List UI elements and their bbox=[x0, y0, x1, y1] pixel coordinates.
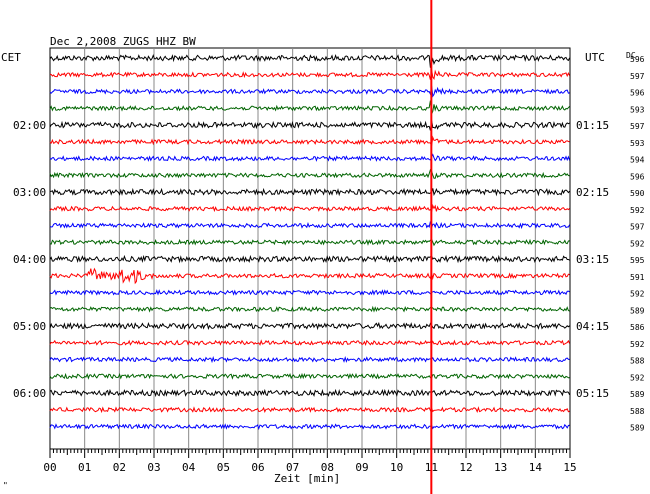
dc-value: 596 bbox=[630, 172, 645, 181]
dc-value: 592 bbox=[630, 239, 645, 248]
trace-row-16 bbox=[49, 321, 570, 331]
trace-row-19 bbox=[49, 372, 570, 380]
dc-value: 588 bbox=[630, 407, 645, 416]
dc-value: 593 bbox=[630, 105, 645, 114]
trace-row-12 bbox=[49, 254, 570, 264]
x-tick-label: 10 bbox=[390, 461, 403, 474]
trace-row-1 bbox=[49, 69, 571, 80]
x-tick-label: 02 bbox=[113, 461, 126, 474]
dc-value: 591 bbox=[630, 273, 645, 282]
x-tick-label: 13 bbox=[494, 461, 507, 474]
dc-value: 594 bbox=[630, 156, 645, 165]
trace-row-15 bbox=[49, 305, 570, 313]
trace-row-10 bbox=[49, 221, 571, 230]
dc-value: 586 bbox=[630, 323, 645, 332]
trace-row-20 bbox=[49, 388, 571, 398]
x-tick-label: 14 bbox=[529, 461, 543, 474]
x-tick-label: 00 bbox=[43, 461, 56, 474]
left-time-label: 05:00 bbox=[13, 320, 46, 333]
x-tick-label: 08 bbox=[321, 461, 334, 474]
x-tick-label: 05 bbox=[217, 461, 230, 474]
right-time-label: 02:15 bbox=[576, 186, 609, 199]
trace-row-6 bbox=[49, 153, 571, 162]
dc-value: 593 bbox=[630, 139, 645, 148]
left-time-label: 02:00 bbox=[13, 119, 46, 132]
right-time-label: 04:15 bbox=[576, 320, 609, 333]
right-time-label: 05:15 bbox=[576, 387, 609, 400]
x-tick-label: 07 bbox=[286, 461, 299, 474]
x-tick-label: 03 bbox=[147, 461, 160, 474]
trace-row-13 bbox=[49, 267, 570, 285]
left-axis-label: CET bbox=[1, 51, 21, 64]
dc-label: DC bbox=[626, 51, 636, 60]
right-time-label: 01:15 bbox=[576, 119, 609, 132]
chart-title: Dec 2,2008 ZUGS HHZ BW bbox=[50, 35, 196, 48]
dc-value: 596 bbox=[630, 89, 645, 98]
x-tick-label: 04 bbox=[182, 461, 196, 474]
dc-value: 589 bbox=[630, 424, 645, 433]
trace-row-4 bbox=[49, 120, 570, 131]
trace-row-21 bbox=[49, 406, 570, 414]
x-tick-label: 09 bbox=[355, 461, 368, 474]
dc-value: 596 bbox=[630, 55, 645, 64]
dc-value: 597 bbox=[630, 72, 645, 81]
dc-value: 592 bbox=[630, 340, 645, 349]
x-tick-label: 12 bbox=[459, 461, 472, 474]
x-axis-ticks: 00010203040506070809101112131415 bbox=[43, 449, 577, 474]
dc-value: 597 bbox=[630, 122, 645, 131]
trace-row-2 bbox=[49, 85, 570, 98]
time-labels: 02:00 03:00 04:00 05:00 06:00 01:15 02:15 03:15… bbox=[13, 55, 645, 433]
trace-row-5 bbox=[49, 135, 570, 148]
dc-value: 592 bbox=[630, 206, 645, 215]
dc-value: 589 bbox=[630, 390, 645, 399]
x-tick-label: 15 bbox=[563, 461, 576, 474]
trace-row-17 bbox=[49, 339, 571, 347]
trace-row-3 bbox=[49, 100, 570, 116]
left-time-label: 06:00 bbox=[13, 387, 46, 400]
left-time-label: 03:00 bbox=[13, 186, 46, 199]
corner-mark: " bbox=[3, 481, 8, 490]
trace-group bbox=[49, 53, 571, 431]
trace-row-18 bbox=[49, 355, 570, 364]
x-tick-label: 01 bbox=[78, 461, 91, 474]
trace-row-7 bbox=[49, 168, 570, 179]
dc-value: 595 bbox=[630, 256, 645, 265]
right-axis-label: UTC bbox=[585, 51, 605, 64]
right-time-label: 03:15 bbox=[576, 253, 609, 266]
dc-value: 590 bbox=[630, 189, 645, 198]
trace-row-8 bbox=[50, 187, 570, 197]
dc-value: 597 bbox=[630, 223, 645, 232]
dc-value: 588 bbox=[630, 357, 645, 366]
trace-row-14 bbox=[49, 289, 570, 296]
x-axis-label: Zeit [min] bbox=[274, 472, 340, 485]
trace-row-11 bbox=[49, 238, 570, 247]
dc-value: 592 bbox=[630, 373, 645, 382]
trace-row-22 bbox=[49, 423, 570, 431]
trace-row-9 bbox=[49, 203, 570, 214]
x-tick-label: 06 bbox=[251, 461, 264, 474]
dc-value: 589 bbox=[630, 306, 645, 315]
left-time-label: 04:00 bbox=[13, 253, 46, 266]
dc-value: 592 bbox=[630, 290, 645, 299]
trace-row-0 bbox=[49, 53, 571, 68]
